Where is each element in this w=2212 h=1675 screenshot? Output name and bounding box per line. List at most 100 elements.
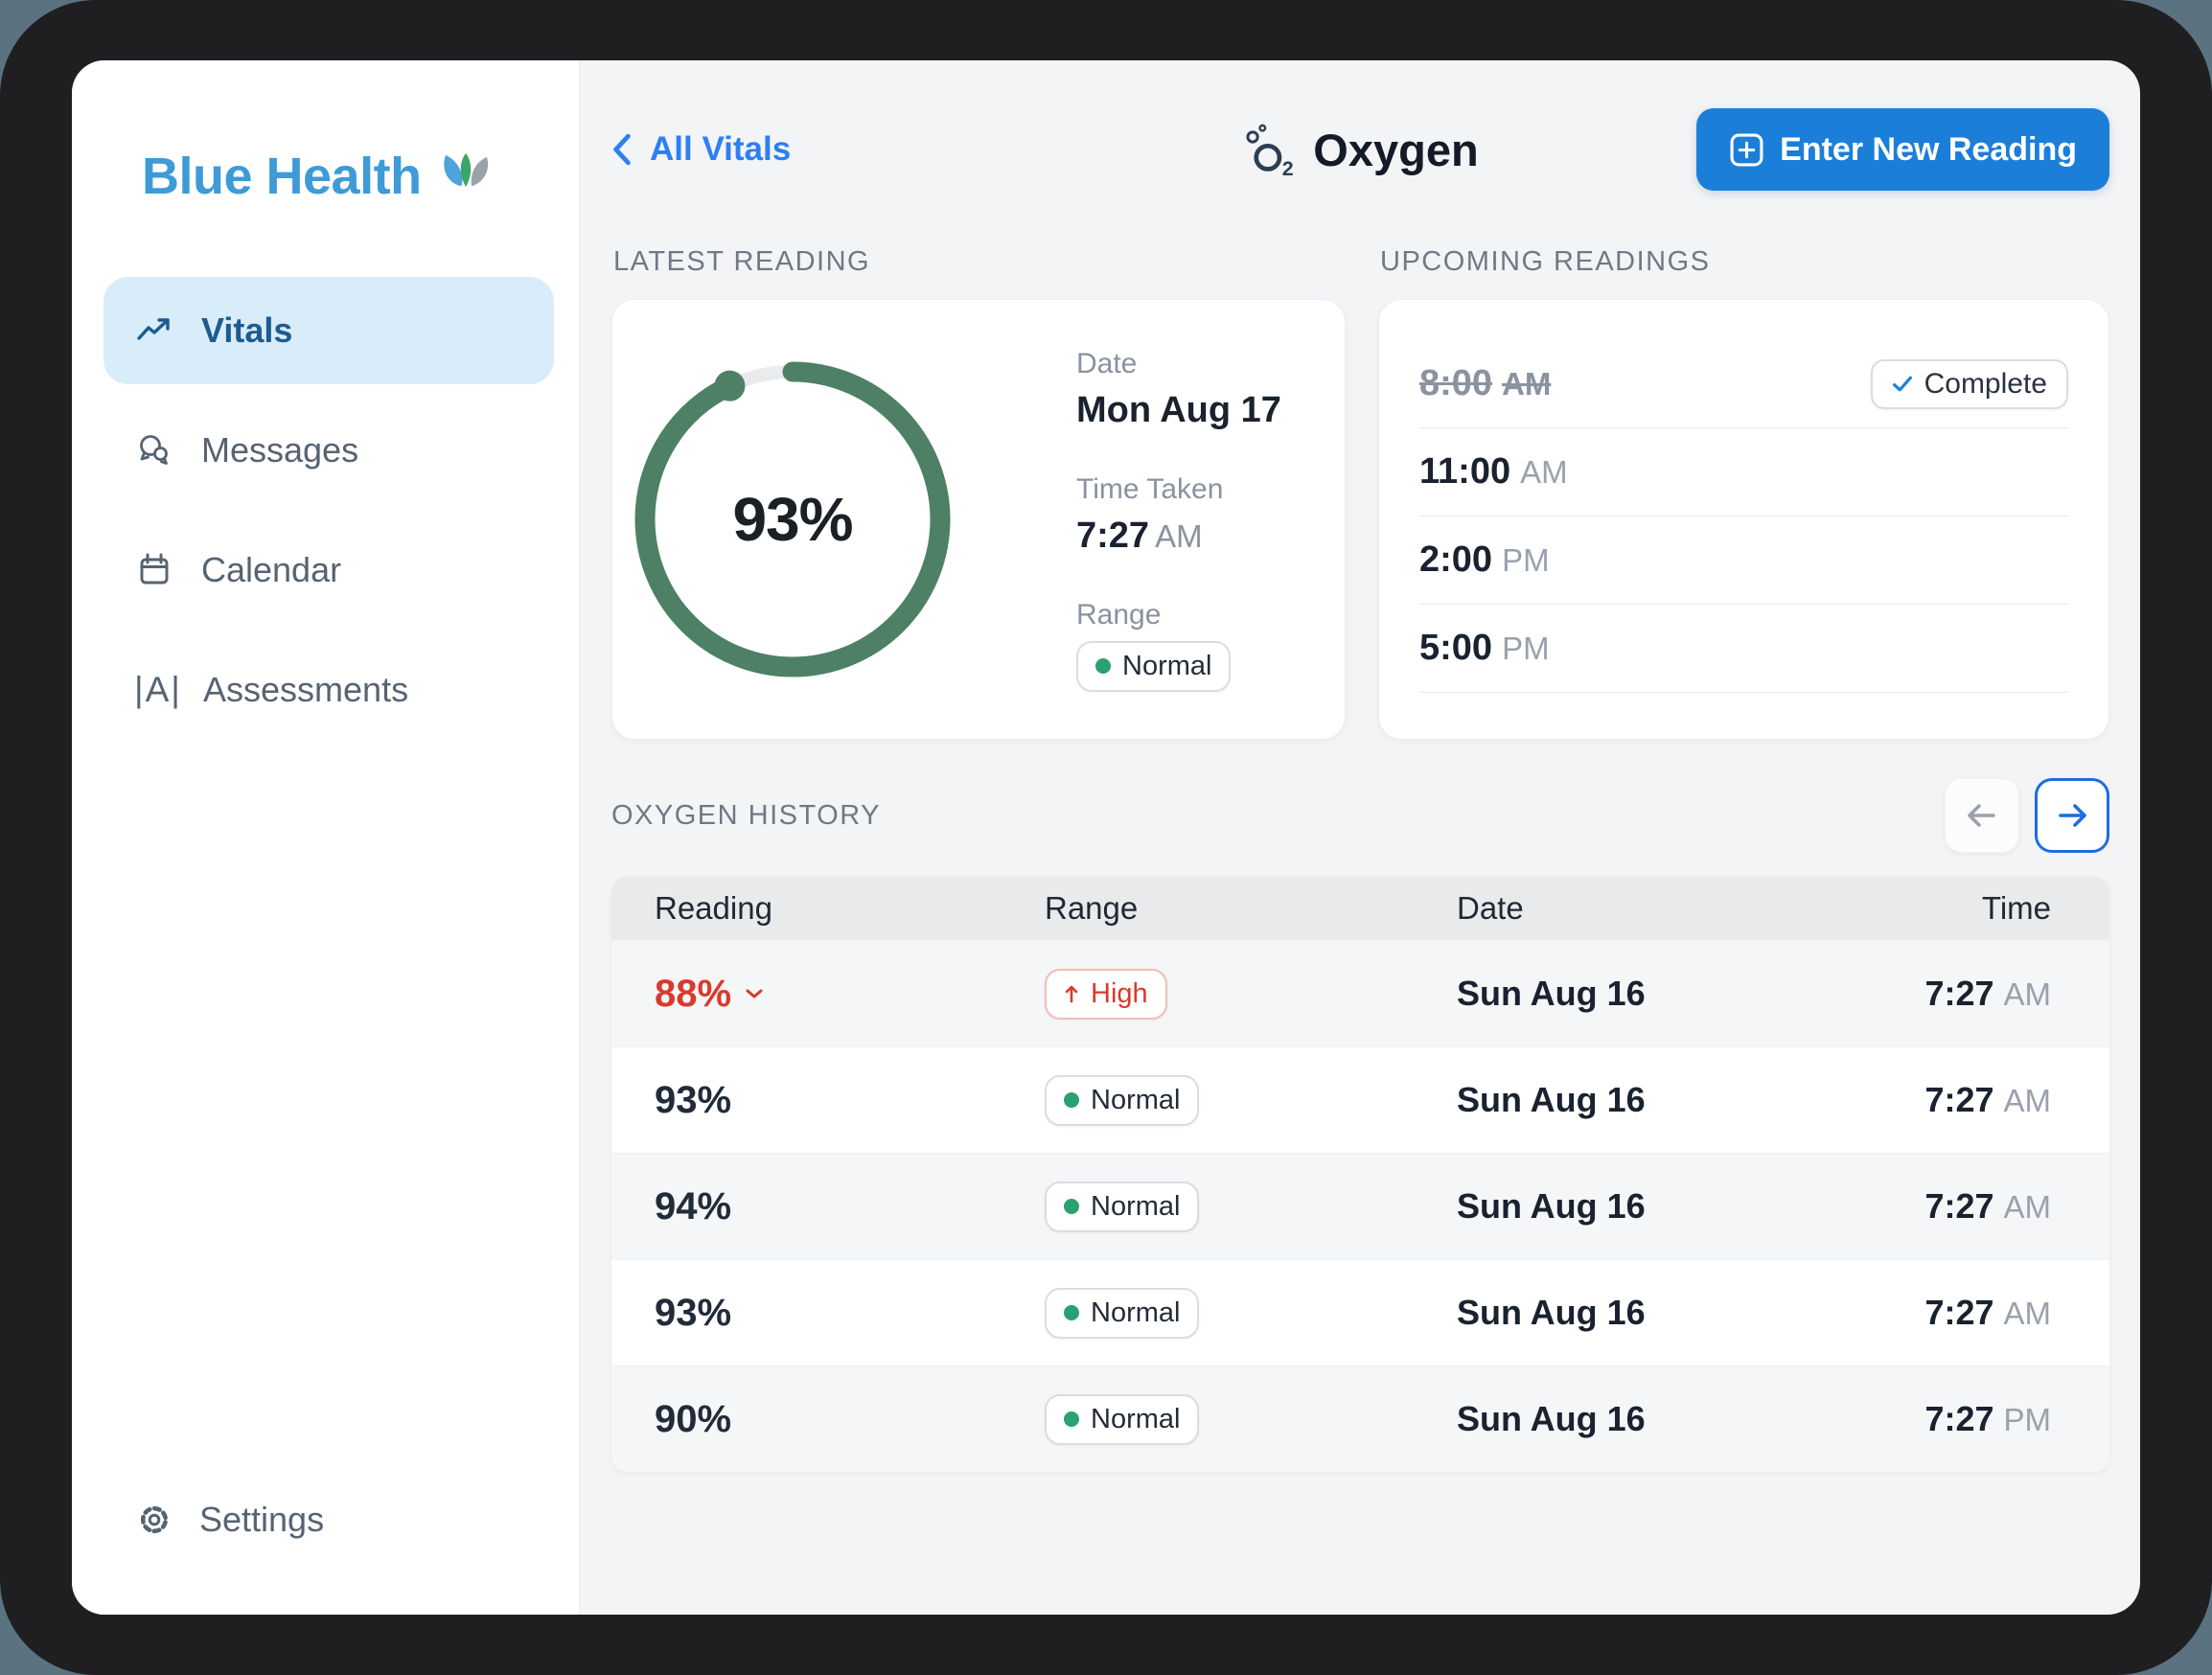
next-page-button[interactable] bbox=[2035, 778, 2109, 853]
range-badge-normal: Normal bbox=[1045, 1074, 1200, 1126]
table-row: 93% Normal Sun Aug 16 7:27 AM bbox=[611, 1046, 2109, 1153]
oxygen-history-table: Reading Range Date Time 88% High bbox=[611, 877, 2109, 1472]
upcoming-meridiem: AM bbox=[1502, 365, 1552, 402]
sidebar-item-calendar[interactable]: Calendar bbox=[104, 516, 554, 624]
table-row: 93% Normal Sun Aug 16 7:27 AM bbox=[611, 1259, 2109, 1365]
time-meridiem: AM bbox=[2003, 976, 2052, 1012]
complete-badge[interactable]: Complete bbox=[1870, 358, 2068, 409]
gear-icon bbox=[140, 1505, 169, 1534]
upcoming-row: 8:00 AM Complete bbox=[1419, 340, 2068, 428]
enter-new-reading-label: Enter New Reading bbox=[1780, 130, 2077, 168]
upcoming-time: 2:00 bbox=[1419, 539, 1493, 580]
reading-value: 90% bbox=[655, 1397, 732, 1440]
sidebar-item-label: Vitals bbox=[201, 310, 293, 350]
date-cell: Sun Aug 16 bbox=[1457, 1399, 1646, 1438]
table-row: 88% High Sun Aug 16 7:27 AM bbox=[611, 940, 2109, 1046]
arrow-left-icon bbox=[1968, 804, 1995, 827]
range-group: Range Normal bbox=[1076, 599, 1302, 692]
sidebar-item-settings[interactable]: Settings bbox=[104, 1500, 554, 1540]
range-badge-label: Normal bbox=[1091, 1296, 1181, 1328]
upcoming-meridiem: PM bbox=[1502, 630, 1550, 666]
sidebar-item-label: Assessments bbox=[203, 670, 409, 709]
assessment-icon: |A| bbox=[134, 670, 182, 709]
arrow-up-icon bbox=[1065, 985, 1078, 1003]
history-pagination bbox=[1945, 778, 2109, 853]
sidebar-item-assessments[interactable]: |A| Assessments bbox=[104, 636, 554, 744]
reading-value: 93% bbox=[655, 1291, 732, 1334]
upcoming-time: 11:00 bbox=[1419, 451, 1511, 492]
time-taken-group: Time Taken 7:27 AM bbox=[1076, 473, 1302, 557]
oxygen-icon: 2 bbox=[1245, 124, 1293, 178]
upcoming-meridiem: PM bbox=[1502, 541, 1550, 578]
latest-reading-section-label: LATEST READING bbox=[613, 246, 871, 277]
range-badge-label: Normal bbox=[1091, 1084, 1181, 1115]
normal-dot-icon bbox=[1064, 1199, 1079, 1214]
latest-reading-details: Date Mon Aug 17 Time Taken 7:27 AM Range … bbox=[1076, 348, 1302, 692]
time-value: 7:27 bbox=[1924, 1186, 1994, 1226]
column-header-time: Time bbox=[1981, 890, 2051, 926]
main-content: All Vitals 2 Oxygen Enter New Reading bbox=[580, 60, 2140, 1615]
table-row: 94% Normal Sun Aug 16 7:27 AM bbox=[611, 1153, 2109, 1259]
upcoming-time: 5:00 bbox=[1419, 628, 1493, 668]
check-icon bbox=[1892, 376, 1912, 392]
time-value: 7:27 bbox=[1924, 974, 1994, 1013]
sidebar-nav: Vitals Messages Calendar |A| bbox=[104, 277, 554, 744]
reading-value: 94% bbox=[655, 1184, 732, 1228]
range-badge-high: High bbox=[1045, 968, 1167, 1020]
time-meridiem: AM bbox=[2003, 1189, 2052, 1225]
sidebar-item-label: Messages bbox=[201, 430, 359, 470]
previous-page-button[interactable] bbox=[1945, 778, 2019, 853]
normal-dot-icon bbox=[1064, 1092, 1079, 1108]
range-badge-label: High bbox=[1091, 977, 1148, 1009]
upcoming-time: 8:00 bbox=[1419, 363, 1493, 403]
upcoming-row: 11:00 AM bbox=[1419, 428, 2068, 516]
time-taken-label: Time Taken bbox=[1076, 472, 1224, 505]
leaf-logo-icon bbox=[443, 153, 488, 187]
oxygen-history-section-label: OXYGEN HISTORY bbox=[611, 799, 881, 831]
range-badge-normal: Normal bbox=[1045, 1181, 1200, 1232]
sidebar-item-messages[interactable]: Messages bbox=[104, 397, 554, 504]
time-taken-meridiem: AM bbox=[1155, 517, 1203, 554]
chevron-down-icon[interactable] bbox=[745, 988, 764, 999]
page-title: 2 Oxygen bbox=[1242, 121, 1479, 178]
date-value: Mon Aug 17 bbox=[1076, 389, 1281, 430]
brand-logo: Blue Health bbox=[104, 145, 554, 208]
column-header-date: Date bbox=[1457, 890, 1524, 926]
date-cell: Sun Aug 16 bbox=[1457, 1186, 1646, 1226]
sidebar: Blue Health Vitals bbox=[72, 60, 580, 1615]
column-header-range: Range bbox=[1045, 890, 1139, 926]
page-title-label: Oxygen bbox=[1313, 124, 1479, 175]
normal-dot-icon bbox=[1064, 1411, 1079, 1427]
enter-new-reading-button[interactable]: Enter New Reading bbox=[1696, 108, 2109, 191]
brand-name: Blue Health bbox=[142, 148, 422, 205]
back-link-label: All Vitals bbox=[650, 130, 792, 168]
reading-value: 93% bbox=[655, 1078, 732, 1121]
chevron-left-icon bbox=[613, 133, 631, 166]
upcoming-readings-section-label: UPCOMING READINGS bbox=[1380, 246, 1711, 277]
calendar-icon bbox=[140, 553, 169, 585]
back-link-all-vitals[interactable]: All Vitals bbox=[611, 130, 791, 169]
latest-reading-card: 93% Date Mon Aug 17 Time Taken 7:27 AM Ra… bbox=[611, 299, 1346, 740]
sidebar-item-vitals[interactable]: Vitals bbox=[104, 277, 554, 384]
range-label: Range bbox=[1076, 598, 1162, 631]
reading-value: 88% bbox=[655, 972, 732, 1015]
column-header-reading: Reading bbox=[655, 890, 772, 926]
app-window: Blue Health Vitals bbox=[72, 60, 2140, 1615]
time-value: 7:27 bbox=[1924, 1293, 1994, 1332]
reading-cell[interactable]: 88% bbox=[655, 973, 1045, 1016]
upcoming-row: 5:00 PM bbox=[1419, 605, 2068, 693]
date-cell: Sun Aug 16 bbox=[1457, 974, 1646, 1013]
upcoming-readings-card: 8:00 AM Complete 11:00 AM bbox=[1378, 299, 2109, 740]
table-header-row: Reading Range Date Time bbox=[611, 877, 2109, 940]
page-header: All Vitals 2 Oxygen Enter New Reading bbox=[611, 108, 2109, 191]
range-status-badge: Normal bbox=[1076, 640, 1232, 692]
range-badge-normal: Normal bbox=[1045, 1287, 1200, 1339]
time-value: 7:27 bbox=[1924, 1399, 1994, 1438]
time-meridiem: PM bbox=[2003, 1402, 2052, 1437]
range-badge-label: Normal bbox=[1091, 1190, 1181, 1222]
date-cell: Sun Aug 16 bbox=[1457, 1293, 1646, 1332]
normal-dot-icon bbox=[1095, 658, 1111, 674]
date-cell: Sun Aug 16 bbox=[1457, 1080, 1646, 1119]
complete-badge-label: Complete bbox=[1924, 367, 2047, 400]
time-meridiem: AM bbox=[2003, 1296, 2052, 1331]
